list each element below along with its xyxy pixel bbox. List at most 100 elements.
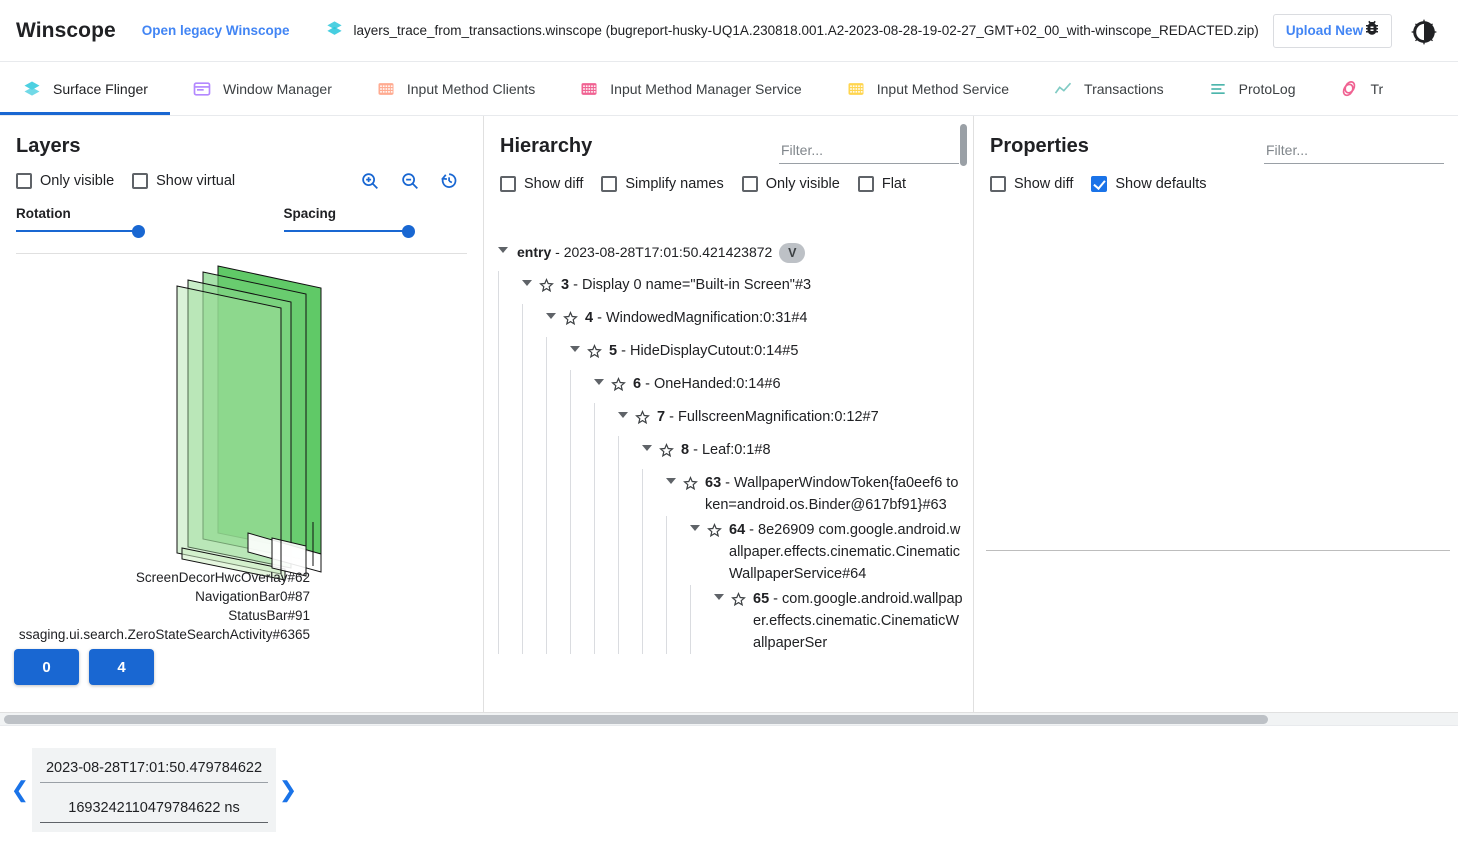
properties-divider [986,550,1450,551]
tree-guide-line [498,469,499,516]
tree-node-label: entry - 2023-08-28T17:01:50.421423872 V [514,241,806,264]
tree-guide-line [522,436,523,469]
rotation-slider[interactable] [16,223,145,239]
tab-input-method-service[interactable]: Input Method Service [824,62,1031,115]
tree-expand-chevron-icon[interactable] [612,406,634,418]
checkbox-simplify-names[interactable]: Simplify names [601,176,724,192]
spacing-slider[interactable] [283,223,415,239]
layers-3d-canvas[interactable] [0,254,483,584]
visibility-badge[interactable]: V [779,243,806,264]
tree-node[interactable]: 8 - Leaf:0:1#8 [484,436,973,469]
bookmark-star-icon[interactable] [586,340,606,365]
tab-tr[interactable]: Tr [1317,62,1405,115]
bookmark-star-icon[interactable] [538,274,558,299]
tab-input-method-clients[interactable]: Input Method Clients [354,62,557,115]
tab-input-method-manager-service[interactable]: Input Method Manager Service [557,62,823,115]
tree-node[interactable]: 7 - FullscreenMagnification:0:12#7 [484,403,973,436]
trace-tab-bar: Surface Flinger Window Manager Input Metho… [0,62,1458,116]
tree-node[interactable]: 5 - HideDisplayCutout:0:14#5 [484,337,973,370]
bookmark-star-icon[interactable] [562,307,582,332]
tree-expand-chevron-icon[interactable] [660,472,682,484]
display-button-4[interactable]: 4 [89,649,154,685]
tree-node-separator: - [617,343,630,359]
hierarchy-tree[interactable]: entry - 2023-08-28T17:01:50.421423872 V 3 … [484,228,973,712]
tree-node[interactable]: 65 - com.google.android.wallpaper.effect… [484,585,973,654]
tree-expand-chevron-icon[interactable] [708,588,730,600]
chevron-left-icon[interactable]: ❮ [10,777,30,802]
tab-surface-flinger[interactable]: Surface Flinger [0,62,170,115]
zoom-out-icon[interactable] [399,170,421,192]
tree-node[interactable]: entry - 2023-08-28T17:01:50.421423872 V [484,238,973,271]
tree-node[interactable]: 3 - Display 0 name="Built-in Screen"#3 [484,271,973,304]
tree-expand-chevron-icon[interactable] [516,274,538,286]
upload-new-button[interactable]: Upload New [1272,13,1393,48]
tree-expand-chevron-icon[interactable] [564,340,586,352]
chevron-right-icon[interactable]: ❯ [278,777,298,802]
properties-filter-input[interactable] [1264,140,1444,164]
layer-label: StatusBar#91 [228,608,310,623]
hierarchy-filter-input[interactable] [779,140,959,164]
checkbox-box [500,176,516,192]
tree-guide-line [690,585,691,654]
display-button-0[interactable]: 0 [14,649,79,685]
bookmark-star-icon[interactable] [610,373,630,398]
layers-3d-view[interactable] [0,254,483,584]
tree-node[interactable]: 4 - WindowedMagnification:0:31#4 [484,304,973,337]
tree-node-id: 6 [633,376,642,392]
human-timestamp-field[interactable] [40,752,268,783]
tree-node[interactable]: 6 - OneHanded:0:14#6 [484,370,973,403]
tree-guide-line [570,469,571,516]
horizontal-scrollbar[interactable] [0,712,1458,725]
checkbox-only-visible-layers[interactable]: Only visible [16,173,114,189]
tree-guide-line [594,516,595,585]
tree-guide-line [522,516,523,585]
bookmark-star-icon[interactable] [658,439,678,464]
bookmark-star-icon[interactable] [634,406,654,431]
tree-node-label: 65 - com.google.android.wallpaper.effect… [750,588,964,654]
checkbox-show-defaults[interactable]: Show defaults [1091,176,1206,192]
bug-report-icon [1363,19,1381,42]
bookmark-star-icon[interactable] [730,588,750,613]
tree-node[interactable]: 63 - WallpaperWindowToken{fa0eef6 token=… [484,469,973,516]
human-timestamp-input[interactable] [44,760,264,776]
restore-zoom-icon[interactable] [439,170,461,192]
checkbox-show-diff[interactable]: Show diff [500,176,583,192]
tree-expand-chevron-icon[interactable] [636,439,658,451]
tree-expand-chevron-icon[interactable] [684,519,706,531]
tree-guide-line [570,370,571,403]
main-panels: Layers Only visible Show virtual [0,116,1458,712]
tab-window-manager[interactable]: Window Manager [170,62,354,115]
zoom-in-icon[interactable] [359,170,381,192]
checkbox-only-visible[interactable]: Only visible [741,176,840,192]
tree-node[interactable]: 64 - 8e26909 com.google.android.wallpape… [484,516,973,585]
ns-timestamp-field[interactable] [40,792,268,823]
hierarchy-scrollbar[interactable] [960,124,967,166]
tree-guide-line [666,585,667,654]
tree-expand-chevron-icon[interactable] [540,307,562,319]
bookmark-star-icon[interactable] [682,472,702,497]
checkbox-flat[interactable]: Flat [857,176,906,192]
tree-node-separator: - [551,244,564,260]
open-legacy-winscope-link[interactable]: Open legacy Winscope [141,23,290,38]
tree-expand-chevron-icon[interactable] [588,373,610,385]
tree-node-text: 8e26909 com.google.android.wallpaper.eff… [729,522,961,582]
tab-transactions[interactable]: Transactions [1031,62,1186,115]
dark-mode-icon[interactable] [1410,18,1438,46]
scrollbar-thumb[interactable] [4,715,1268,724]
tab-label: Tr [1370,80,1384,97]
ns-timestamp-input[interactable] [44,800,264,816]
checkbox-show-diff-properties[interactable]: Show diff [990,176,1073,192]
checkbox-show-virtual[interactable]: Show virtual [132,173,235,189]
tree-guide-line [666,516,667,585]
tab-protolog[interactable]: ProtoLog [1186,62,1318,115]
bookmark-star-icon[interactable] [706,519,726,544]
tree-expand-chevron-icon[interactable] [492,241,514,253]
tree-guide-line [570,403,571,436]
slider-thumb[interactable] [401,225,415,238]
tab-label: Surface Flinger [53,80,148,97]
layers-zoom-controls [359,170,483,192]
slider-thumb[interactable] [132,225,145,238]
tree-node-label: 4 - WindowedMagnification:0:31#4 [582,307,807,329]
timestamp-navigator: ❮ ❯ [8,748,300,832]
tree-guide-line [570,585,571,654]
